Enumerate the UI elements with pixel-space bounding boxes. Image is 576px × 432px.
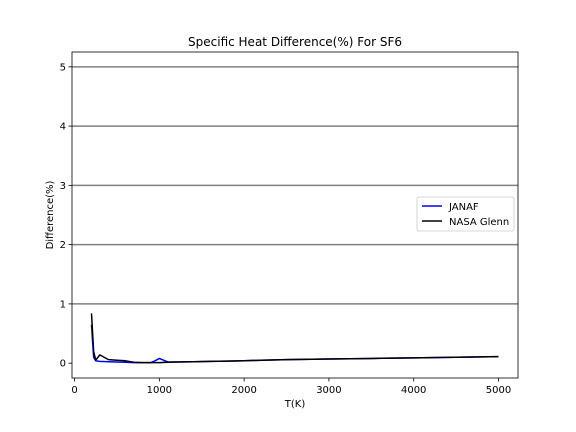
y-tick-label-0: 0: [60, 359, 66, 370]
chart-title: Specific Heat Difference(%) For SF6: [188, 35, 402, 49]
legend: JANAF NASA Glenn: [416, 196, 515, 232]
y-tick-label-2: 2: [60, 240, 66, 251]
legend-label-nasa-glenn: NASA Glenn: [449, 217, 509, 228]
x-tick-label-5000: 5000: [486, 385, 511, 396]
y-tick-label-3: 3: [60, 181, 66, 192]
series-layer: [90, 313, 499, 364]
x-axis: 0 1000 2000 3000 4000 5000: [71, 378, 511, 396]
x-tick-label-1000: 1000: [147, 385, 172, 396]
x-axis-label: T(K): [284, 399, 306, 410]
y-axis-label: Difference(%): [45, 180, 56, 249]
y-tick-label-5: 5: [60, 62, 66, 73]
grid-layer: [72, 66, 518, 305]
plot-frame: [71, 51, 519, 379]
x-tick-label-4000: 4000: [401, 385, 426, 396]
y-tick-label-1: 1: [60, 299, 66, 310]
y-axis: 0 1 2 3 4 5: [60, 62, 72, 370]
y-tick-label-4: 4: [60, 122, 66, 133]
x-tick-label-0: 0: [71, 385, 77, 396]
x-tick-label-2000: 2000: [231, 385, 256, 396]
legend-label-janaf: JANAF: [448, 202, 479, 213]
x-tick-label-3000: 3000: [316, 385, 341, 396]
series-line-nasa-glenn: [90, 313, 499, 364]
